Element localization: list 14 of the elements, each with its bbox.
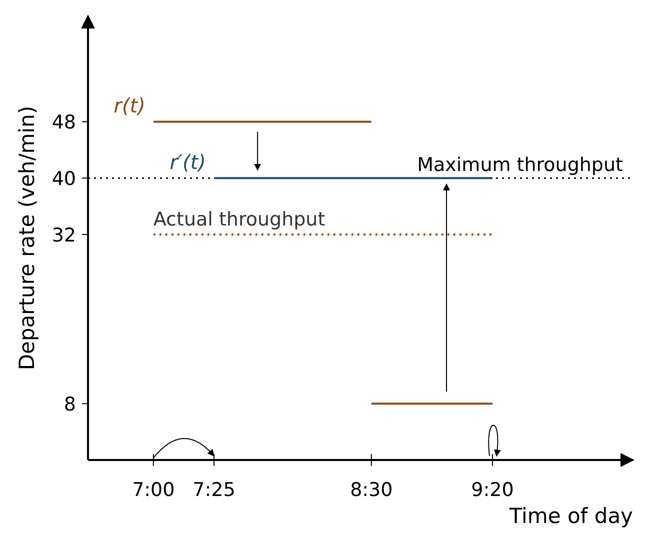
series-label: r(t) xyxy=(114,94,146,118)
y-tick-label: 40 xyxy=(52,168,76,190)
y-tick-label: 32 xyxy=(52,224,76,246)
x-tick-label: 7:25 xyxy=(192,479,236,501)
x-tick-label: 8:30 xyxy=(350,479,393,501)
y-tick-label: 8 xyxy=(64,394,76,416)
x-axis-title: Time of day xyxy=(508,504,633,528)
y-axis-title: Departure rate (veh/min) xyxy=(15,106,39,370)
ref-line-label: Maximum throughput xyxy=(417,154,623,176)
x-tick-label: 9:20 xyxy=(471,479,514,501)
series-label: r′(t) xyxy=(170,150,206,174)
x-tick-label: 7:00 xyxy=(132,479,175,501)
y-tick-label: 48 xyxy=(52,112,76,134)
series-label: Actual throughput xyxy=(153,208,326,230)
